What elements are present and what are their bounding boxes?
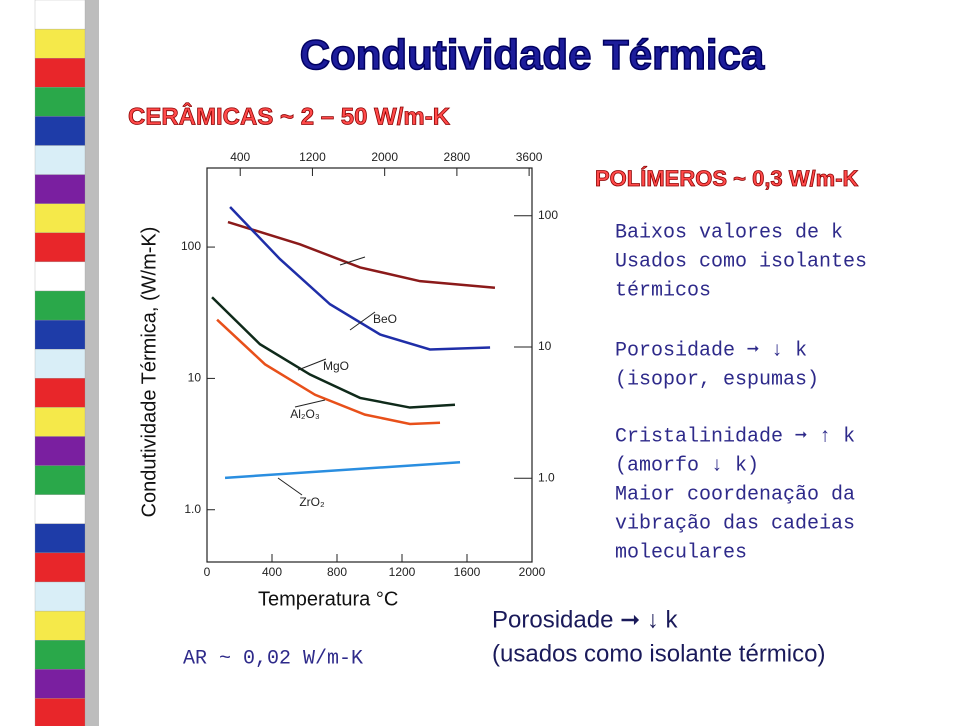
stripe-block xyxy=(34,174,86,204)
label-arrow xyxy=(297,358,327,371)
stripe-block xyxy=(34,465,86,495)
y-tick-label: 1.0 xyxy=(184,502,201,516)
series-line xyxy=(227,220,496,290)
stripe-block xyxy=(34,203,86,233)
polymer-text-line: Maior coordenação da xyxy=(615,483,855,506)
x-tick-label: 1200 xyxy=(389,565,416,579)
footer-line: (usados como isolante térmico) xyxy=(492,640,825,667)
series-line xyxy=(216,318,441,426)
x2-tick-label: 2000 xyxy=(371,150,398,164)
stripe-block xyxy=(34,494,86,524)
stripe-block xyxy=(34,640,86,670)
stripe-block xyxy=(34,87,86,117)
stripe-block xyxy=(34,407,86,437)
polymer-text-line: Baixos valores de k xyxy=(615,221,843,244)
series-line xyxy=(211,296,456,409)
polymer-text-line: (amorfo ↓ k) xyxy=(615,454,759,477)
label-arrow xyxy=(277,477,303,496)
stripe-block xyxy=(34,349,86,379)
stripe-block xyxy=(34,610,86,641)
air-note: AR ~ 0,02 W/m-K xyxy=(183,647,363,670)
y2-tick-label: 1.0 xyxy=(538,470,555,484)
stripe-block xyxy=(34,378,86,408)
stripe-block xyxy=(34,290,86,321)
polymer-text-line: (isopor, espumas) xyxy=(615,368,819,391)
polymer-text-line: moleculares xyxy=(615,541,747,564)
y-axis-label: Condutividade Térmica, (W/m-K) xyxy=(138,227,160,518)
x-tick-label: 400 xyxy=(262,565,282,579)
decor-stripe xyxy=(34,0,99,726)
series-line xyxy=(229,206,491,351)
x-tick-label: 0 xyxy=(204,565,211,579)
stripe-block xyxy=(34,28,86,59)
x2-tick-label: 1200 xyxy=(299,150,326,164)
polymer-text-line: Porosidade ➞ ↓ k xyxy=(615,339,807,362)
y-tick-label: 100 xyxy=(181,239,201,253)
polymer-text-line: vibração das cadeias xyxy=(615,512,855,535)
y-tick-label: 10 xyxy=(188,371,202,385)
footer-line: Porosidade ➞ ↓ k xyxy=(492,606,679,633)
stripe-block xyxy=(34,581,86,612)
series-label: ZrO₂ xyxy=(299,495,325,509)
polymers-heading: POLÍMEROS ~ 0,3 W/m-K xyxy=(595,166,859,191)
stripe-block xyxy=(34,552,86,583)
stripe-block xyxy=(34,669,86,699)
plot-frame xyxy=(206,167,533,563)
stripe-block xyxy=(34,319,86,350)
stripe-shadow xyxy=(85,0,99,726)
series-label: Al₂O₃ xyxy=(290,407,320,421)
x2-tick-label: 400 xyxy=(230,150,250,164)
x-axis-label: Temperatura °C xyxy=(258,588,398,610)
x2-tick-label: 2800 xyxy=(444,150,471,164)
stripe-block xyxy=(34,436,86,466)
stripe-block xyxy=(34,523,86,554)
series-line xyxy=(224,460,461,480)
stripe-block xyxy=(34,116,86,146)
x-tick-label: 800 xyxy=(327,565,347,579)
polymer-text-line: Usados como isolantes xyxy=(615,250,867,273)
slide-title: Condutividade Térmica xyxy=(300,31,765,78)
y2-tick-label: 10 xyxy=(538,339,552,353)
label-arrow xyxy=(294,399,326,408)
stripe-block xyxy=(34,698,86,726)
stripe-block xyxy=(34,58,86,88)
polymer-text-line: Cristalinidade ➞ ↑ k xyxy=(615,425,855,448)
x-tick-label: 1600 xyxy=(454,565,481,579)
stripe-block xyxy=(34,261,86,292)
series-label: MgO xyxy=(323,359,349,373)
series-label: BeO xyxy=(373,312,397,326)
label-arrow xyxy=(339,256,366,266)
stripe-block xyxy=(34,232,86,263)
y2-tick-label: 100 xyxy=(538,208,558,222)
polymer-text-line: térmicos xyxy=(615,279,711,302)
subtitle: CERÂMICAS ~ 2 – 50 W/m-K xyxy=(128,102,451,130)
x2-tick-label: 3600 xyxy=(516,150,543,164)
label-arrow xyxy=(349,311,376,331)
stripe-block xyxy=(34,0,86,30)
stripe-block xyxy=(34,145,86,175)
x-tick-label: 2000 xyxy=(519,565,546,579)
